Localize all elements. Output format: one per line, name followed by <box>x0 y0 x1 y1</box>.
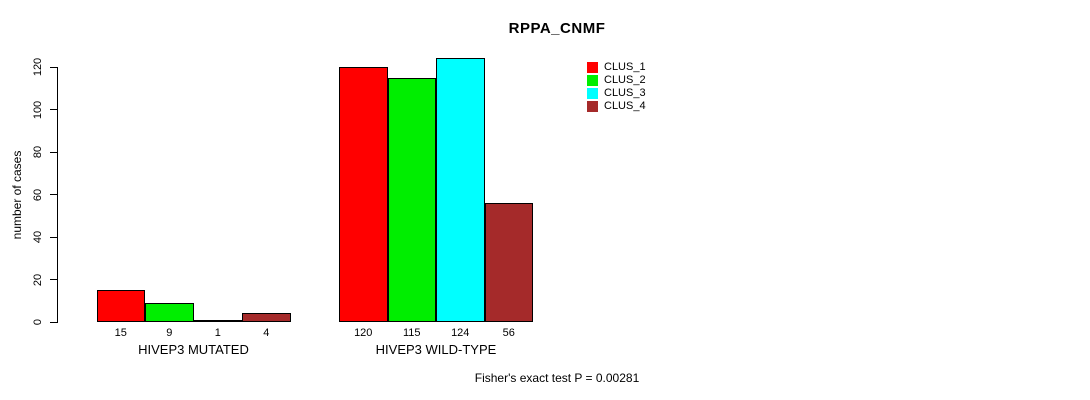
bar-value-label: 124 <box>451 327 470 339</box>
bar-clus_2-wildtype <box>387 78 436 322</box>
y-tick-label: 0 <box>32 318 44 326</box>
y-tick-label: 40 <box>32 230 44 244</box>
y-tick <box>50 321 57 323</box>
y-tick <box>50 66 57 68</box>
bar-value-label: 9 <box>166 327 173 339</box>
y-tick-label: 80 <box>32 145 44 159</box>
legend-swatch-clus_2 <box>587 75 598 86</box>
legend-item: CLUS_1 <box>587 61 646 74</box>
fisher-test-annotation: Fisher's exact test P = 0.00281 <box>474 371 640 385</box>
bar-clus_4-wildtype <box>484 203 533 322</box>
bar-clus_1-mutated <box>96 290 145 322</box>
bar-value-label: 56 <box>502 327 515 339</box>
bar-clus_4-mutated <box>242 313 291 322</box>
bar-clus_3-wildtype <box>436 58 485 322</box>
y-tick-label: 120 <box>32 57 44 77</box>
legend: CLUS_1 CLUS_2 CLUS_3 CLUS_4 <box>587 61 646 113</box>
legend-label: CLUS_1 <box>604 61 646 73</box>
bar-value-label: 4 <box>263 327 270 339</box>
legend-swatch-clus_4 <box>587 101 598 112</box>
legend-swatch-clus_1 <box>587 62 598 73</box>
legend-swatch-clus_3 <box>587 88 598 99</box>
chart-title: RPPA_CNMF <box>508 20 606 37</box>
x-category-label: HIVEP3 MUTATED <box>138 342 249 357</box>
y-tick <box>50 279 57 280</box>
y-axis-line <box>57 67 58 323</box>
bar-value-label: 115 <box>402 327 421 339</box>
y-tick <box>50 236 57 238</box>
bar-value-label: 1 <box>214 327 221 339</box>
bar-value-label: 15 <box>114 327 127 339</box>
x-category-label: HIVEP3 WILD-TYPE <box>375 342 497 357</box>
bar-value-label: 120 <box>354 327 373 339</box>
legend-item: CLUS_4 <box>587 100 646 113</box>
y-tick-label: 100 <box>32 100 44 119</box>
y-tick-label: 60 <box>32 188 44 201</box>
legend-item: CLUS_2 <box>587 74 646 87</box>
bar-clus_1-wildtype <box>339 67 388 322</box>
y-tick <box>50 151 57 153</box>
bar-clus_3-mutated <box>193 320 242 322</box>
bar-clus_2-mutated <box>145 303 194 322</box>
legend-item: CLUS_3 <box>587 87 646 100</box>
legend-label: CLUS_3 <box>604 87 646 99</box>
y-tick-label: 20 <box>32 273 44 286</box>
legend-label: CLUS_2 <box>604 74 646 86</box>
legend-label: CLUS_4 <box>604 100 646 112</box>
y-tick <box>50 194 57 195</box>
y-axis-label: number of cases <box>10 150 24 240</box>
y-tick <box>50 109 57 110</box>
